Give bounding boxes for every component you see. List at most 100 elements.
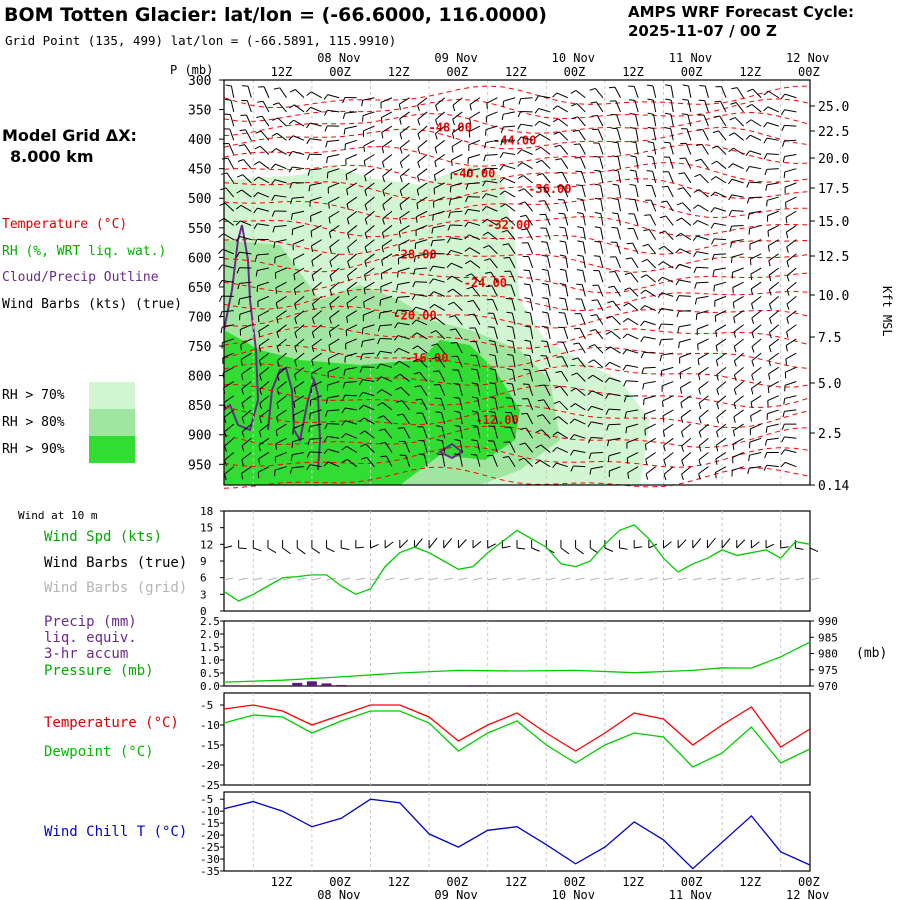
wind-barb bbox=[606, 423, 621, 431]
wind-barb bbox=[434, 384, 446, 396]
wind-barb bbox=[518, 188, 533, 198]
wind-barb bbox=[481, 205, 498, 212]
wind-barb bbox=[698, 437, 709, 452]
wind-barb bbox=[412, 358, 428, 368]
grid-wind-barb bbox=[458, 577, 468, 581]
wind-barb bbox=[257, 100, 270, 113]
temperature-contour bbox=[223, 344, 811, 370]
wind-barb bbox=[221, 157, 235, 169]
wind-barb bbox=[433, 196, 445, 208]
wind-barb bbox=[258, 338, 270, 352]
wind-barb bbox=[220, 187, 235, 198]
wind-barb bbox=[645, 466, 656, 480]
wind-barb bbox=[237, 159, 252, 170]
wind-barb bbox=[306, 91, 322, 99]
wind-barb bbox=[763, 106, 779, 113]
wind-barb bbox=[728, 147, 744, 155]
wind-barb bbox=[259, 381, 270, 396]
wind-barb bbox=[484, 258, 498, 269]
wind-barb bbox=[643, 228, 657, 240]
wind-barb bbox=[587, 405, 604, 412]
wind-barb bbox=[768, 366, 780, 380]
wind-barb bbox=[608, 285, 621, 297]
wind-barb bbox=[728, 163, 744, 170]
wind-barb bbox=[381, 225, 393, 239]
wind-barb bbox=[647, 112, 657, 127]
wind-barb bbox=[345, 338, 358, 350]
wind-barb bbox=[605, 393, 621, 399]
wind-barb bbox=[517, 162, 533, 170]
wind-barb bbox=[223, 466, 235, 481]
wind-barb bbox=[358, 404, 375, 411]
temperature-contour bbox=[223, 405, 811, 429]
time-tick-label-top: 12Z bbox=[388, 65, 410, 79]
wind-barb bbox=[363, 154, 375, 167]
wind-barb bbox=[657, 307, 674, 314]
wind-barb bbox=[751, 352, 762, 367]
wind-barb bbox=[311, 324, 322, 339]
wind-barb bbox=[417, 111, 428, 126]
wind-barb bbox=[486, 97, 498, 110]
wind-barb bbox=[501, 229, 516, 240]
wind-barb bbox=[764, 168, 779, 176]
surface-wind-barb bbox=[736, 539, 746, 549]
wind-barb bbox=[292, 423, 305, 435]
wind-barb bbox=[644, 437, 656, 451]
wind-barb bbox=[417, 168, 428, 182]
wind-barb bbox=[451, 125, 463, 139]
wind-barb bbox=[698, 409, 709, 424]
wind-barb bbox=[699, 84, 709, 98]
wind-barb bbox=[785, 196, 797, 209]
wind-barb bbox=[765, 182, 779, 191]
legend-wind-speed: Wind Spd (kts) bbox=[44, 529, 162, 545]
wind-barb bbox=[608, 86, 621, 98]
wind-barb bbox=[289, 104, 305, 113]
wind-barb bbox=[785, 338, 797, 352]
wind-barb bbox=[471, 396, 481, 411]
wind-barb bbox=[677, 324, 691, 333]
wind-barb bbox=[570, 387, 586, 397]
wind-barb bbox=[663, 156, 674, 169]
wind-barb bbox=[343, 366, 357, 376]
wind-barb bbox=[329, 310, 340, 324]
temperature-contour-label: -28.00 bbox=[393, 247, 436, 261]
wind-barb bbox=[749, 253, 762, 266]
wind-barb bbox=[434, 154, 446, 168]
wind-barb bbox=[647, 141, 657, 155]
wind-barb bbox=[629, 169, 639, 183]
wind-barb bbox=[659, 215, 674, 226]
wind-barb bbox=[697, 338, 709, 351]
wind-barb bbox=[294, 352, 305, 367]
grid-wind-barb bbox=[399, 577, 409, 581]
wind-barb bbox=[241, 99, 252, 113]
wind-barb bbox=[347, 267, 358, 282]
wind-barb bbox=[575, 170, 586, 184]
wind-barb bbox=[662, 409, 674, 422]
pressure-unit-label: (mb) bbox=[856, 646, 887, 661]
wind-barb bbox=[553, 131, 569, 141]
wind-barb bbox=[450, 168, 463, 180]
legend-rh: RH (%, WRT liq. wat.) bbox=[2, 244, 167, 259]
wind-barb bbox=[488, 425, 498, 439]
wind-barb bbox=[541, 325, 551, 340]
wind-barb bbox=[767, 224, 779, 237]
wind-barb bbox=[681, 452, 692, 467]
wind-barb bbox=[698, 423, 709, 438]
wind-barb bbox=[347, 253, 358, 268]
wind-barb bbox=[569, 434, 586, 440]
wind-barb bbox=[665, 98, 674, 113]
wind-barb bbox=[393, 347, 410, 354]
wind-barb bbox=[571, 116, 586, 127]
time-tick-label-top: 12Z bbox=[505, 65, 527, 79]
surface-wind-barb bbox=[589, 540, 599, 554]
wind-barb bbox=[591, 115, 604, 127]
wind-chill-tick-label: -15 bbox=[200, 817, 220, 830]
wind-barb bbox=[447, 288, 463, 297]
wind-barb bbox=[346, 210, 358, 225]
surface-wind-barb bbox=[384, 540, 394, 549]
surface-wind-barb bbox=[706, 537, 716, 549]
legend-rh70-swatch bbox=[89, 382, 135, 409]
wind-barb bbox=[710, 222, 727, 229]
wind-barb bbox=[577, 226, 586, 240]
pressure-tick-label: 450 bbox=[188, 163, 211, 178]
